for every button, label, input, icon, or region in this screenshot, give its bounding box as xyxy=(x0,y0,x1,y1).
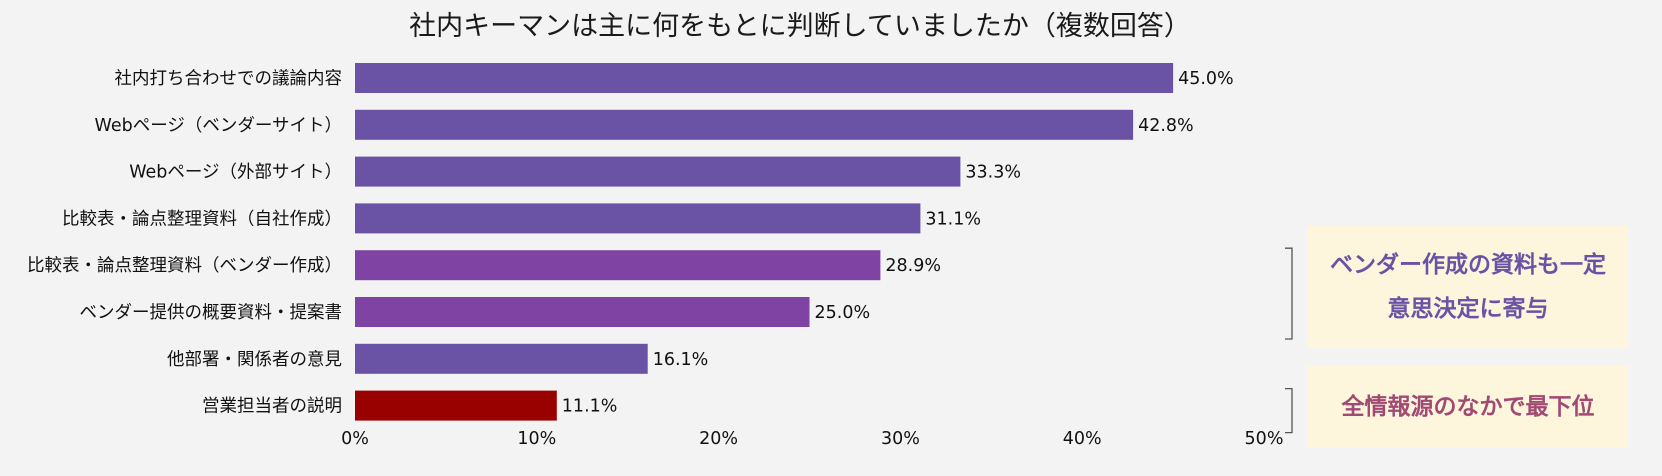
callout-line: 全情報源のなかで最下位 xyxy=(1341,394,1595,420)
callout-vendor-materials: ベンダー作成の資料も一定 意思決定に寄与 xyxy=(1308,226,1628,348)
bar xyxy=(355,63,1174,93)
value-label: 33.3% xyxy=(965,163,1021,183)
x-tick-label: 10% xyxy=(517,429,556,449)
category-label: 比較表・論点整理資料（ベンダー作成） xyxy=(27,256,342,276)
value-label: 11.1% xyxy=(562,397,618,417)
callout-bracket xyxy=(1285,387,1293,434)
callout-line: 意思決定に寄与 xyxy=(1387,296,1549,322)
value-label: 16.1% xyxy=(653,350,709,370)
bar xyxy=(355,203,921,234)
bar xyxy=(355,390,557,421)
chart-title: 社内キーマンは主に何をもとに判断していましたか（複数回答） xyxy=(409,11,1191,42)
category-label: 社内打ち合わせでの議論内容 xyxy=(115,69,343,89)
callout-bracket xyxy=(1285,247,1293,340)
callout-vendor-materials-text: ベンダー作成の資料も一定 意思決定に寄与 xyxy=(1330,243,1606,331)
value-label: 31.1% xyxy=(925,209,981,229)
bar xyxy=(355,343,648,374)
callout-line: ベンダー作成の資料も一定 xyxy=(1330,252,1606,278)
category-label: 他部署・関係者の意見 xyxy=(167,350,342,370)
callout-sales-lowest: 全情報源のなかで最下位 xyxy=(1308,366,1628,448)
x-tick-label: 0% xyxy=(341,429,369,449)
value-label: 25.0% xyxy=(815,303,871,323)
category-label: ベンダー提供の概要資料・提案書 xyxy=(80,303,343,323)
x-tick-label: 20% xyxy=(699,429,738,449)
bar xyxy=(355,156,961,187)
x-tick-label: 50% xyxy=(1245,429,1284,449)
bar xyxy=(355,109,1134,140)
value-label: 28.9% xyxy=(885,256,941,276)
bar xyxy=(355,297,810,327)
x-tick-label: 40% xyxy=(1063,429,1102,449)
bar xyxy=(355,250,881,281)
category-label: 営業担当者の説明 xyxy=(202,397,342,417)
category-label: 比較表・論点整理資料（自社作成） xyxy=(62,209,342,229)
category-label: Webページ（外部サイト） xyxy=(129,163,342,183)
x-tick-label: 30% xyxy=(881,429,920,449)
callout-sales-lowest-text: 全情報源のなかで最下位 xyxy=(1342,385,1595,429)
value-label: 45.0% xyxy=(1178,69,1234,89)
value-label: 42.8% xyxy=(1138,116,1194,136)
category-label: Webページ（ベンダーサイト） xyxy=(95,116,342,136)
